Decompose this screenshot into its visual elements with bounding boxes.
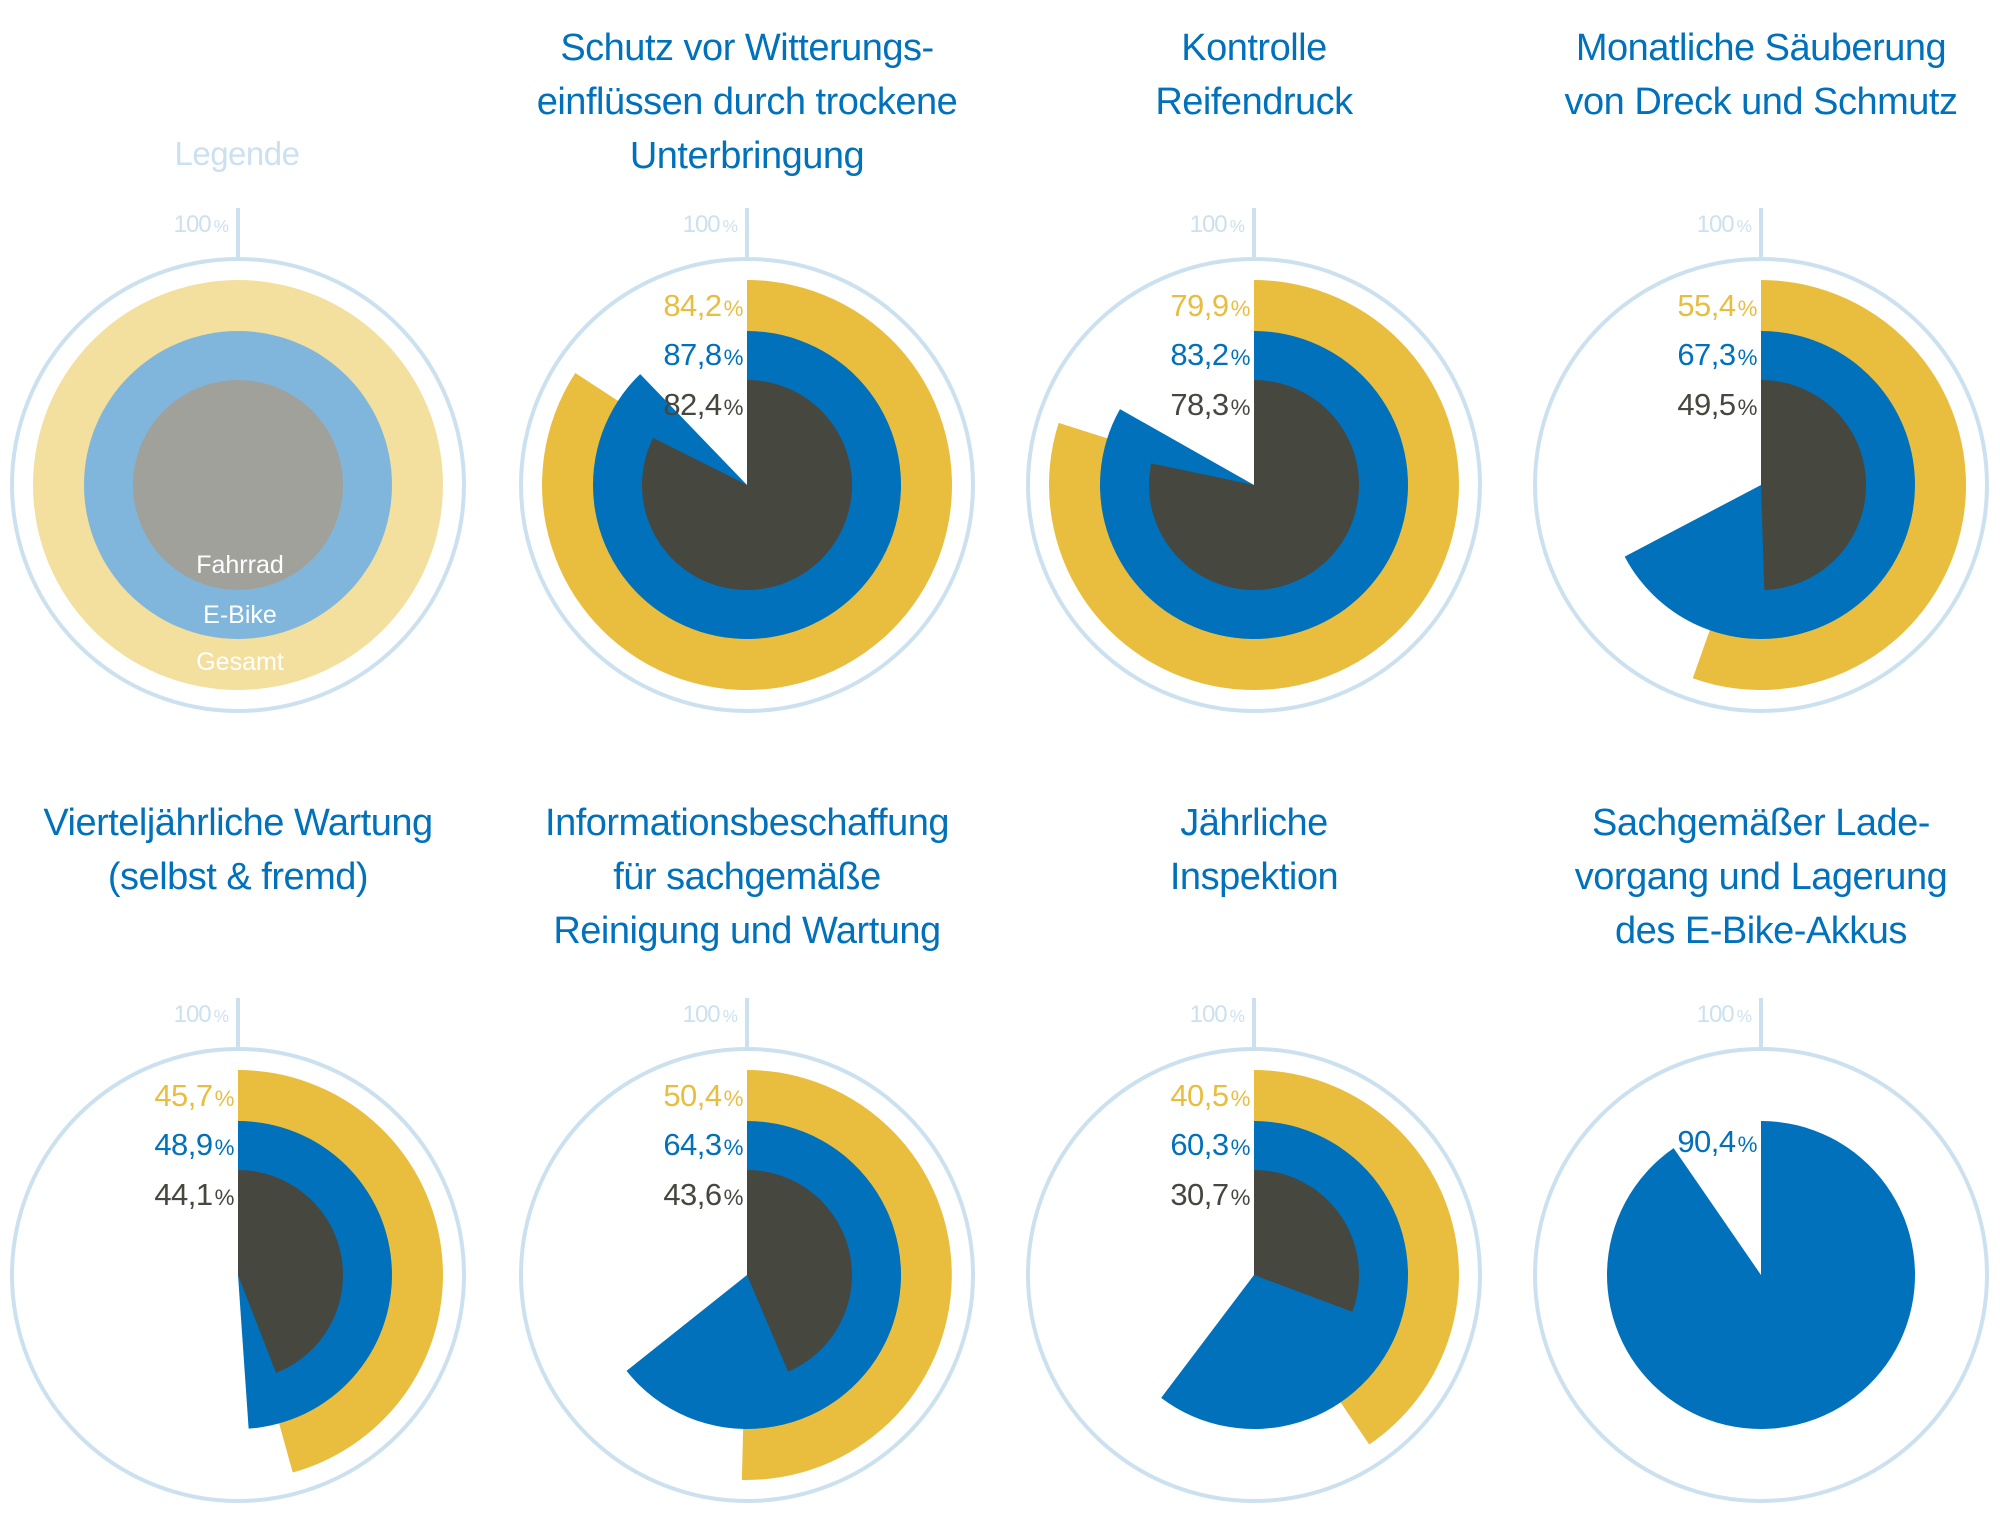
value-label-fahrrad: 49,5% — [1677, 387, 1757, 422]
value-label-ebike: 83,2% — [1170, 337, 1250, 372]
value-label-fahrrad: 82,4% — [663, 387, 743, 422]
chart-title-line: Schutz vor Witterungs- — [560, 27, 933, 69]
radial-chart: Schutz vor Witterungs-einflüssen durch t… — [519, 27, 975, 713]
chart-title-line: Vierteljährliche Wartung — [43, 802, 432, 844]
sector-fahrrad — [238, 1170, 344, 1373]
sector-fahrrad — [1761, 379, 1867, 590]
legend-label-fahrrad: Fahrrad — [196, 551, 284, 579]
radial-chart: Sachgemäßer Lade-vorgang und Lagerung des… — [1533, 802, 1989, 1503]
value-label-gesamt: 84,2% — [663, 288, 743, 323]
legend-scale-label: 100% — [174, 211, 229, 238]
value-label-ebike: 87,8% — [663, 337, 743, 372]
chart-title-line: Monatliche Säuberung — [1576, 27, 1946, 69]
chart-title-line: Inspektion — [1170, 856, 1338, 898]
radial-chart: Kontrolle Reifendruck 100 % 79,9% 83,2% 78,3% — [1026, 27, 1482, 713]
outline-circle — [1533, 1047, 1989, 1503]
scale-max-label: 100% — [1697, 1001, 1752, 1028]
chart-title-line: des E-Bike-Akkus — [1615, 910, 1907, 952]
scale-max-label: 100% — [683, 211, 738, 238]
legend-label-gesamt: Gesamt — [196, 648, 284, 676]
chart-title-line: von Dreck und Schmutz — [1565, 81, 1958, 123]
legend-panel: Legende 100% Fahrrad E-Bike Gesamt — [10, 135, 466, 713]
scale-max-label: 100% — [683, 1001, 738, 1028]
value-label-fahrrad: 78,3% — [1170, 387, 1250, 422]
radial-chart: Vierteljährliche Wartung (selbst & fremd)… — [10, 802, 466, 1503]
value-label-ebike: 60,3% — [1170, 1127, 1250, 1162]
value-label-ebike: 67,3% — [1677, 337, 1757, 372]
radial-chart: Monatliche Säuberung von Dreck und Schmut… — [1533, 27, 1989, 713]
charts-layer: Schutz vor Witterungs-einflüssen durch t… — [10, 27, 1989, 1503]
chart-title-line: Reifendruck — [1155, 81, 1354, 123]
outline-circle — [1533, 257, 1989, 713]
legend-label-ebike: E-Bike — [203, 601, 277, 629]
outline-circle — [1026, 257, 1482, 713]
value-label-ebike: 64,3% — [663, 1127, 743, 1162]
legend-outline-circle — [10, 257, 466, 713]
outline-circle — [10, 1047, 466, 1503]
value-label-gesamt: 45,7% — [154, 1078, 234, 1113]
sector-fahrrad — [1254, 1170, 1360, 1312]
value-label-gesamt: 55,4% — [1677, 288, 1757, 323]
scale-max-label: 100% — [174, 1001, 229, 1028]
value-label-ebike: 48,9% — [154, 1127, 234, 1162]
chart-title-line: Unterbringung — [630, 135, 864, 177]
scale-max-label: 100% — [1697, 211, 1752, 238]
outline-circle — [1026, 1047, 1482, 1503]
radial-chart: Jährliche Inspektion 100 % 40,5% 60,3% 30,7% — [1026, 802, 1482, 1503]
value-label-fahrrad: 30,7% — [1170, 1177, 1250, 1212]
scale-max-label: 100% — [1190, 211, 1245, 238]
chart-title-line: vorgang und Lagerung — [1575, 856, 1947, 898]
sector-fahrrad — [642, 380, 853, 590]
outline-circle — [519, 257, 975, 713]
legend-title: Legende — [175, 135, 300, 172]
chart-title-line: Informationsbeschaffung — [545, 802, 949, 844]
chart-title-line: Kontrolle — [1181, 27, 1326, 69]
chart-title-line: (selbst & fremd) — [108, 856, 368, 898]
scale-max-label: 100% — [1190, 1001, 1245, 1028]
sector-fahrrad — [1149, 380, 1360, 590]
value-label-fahrrad: 44,1% — [154, 1177, 234, 1212]
legend-swatch-fahrrad — [133, 380, 343, 590]
radial-chart: Informationsbeschaffung für sachgemäße Rei… — [519, 802, 975, 1503]
chart-title-line: Jährliche — [1180, 802, 1328, 844]
chart-title-line: einflüssen durch trockene — [537, 81, 958, 123]
sector-ebike — [1607, 1121, 1916, 1430]
chart-title-line: Reinigung und Wartung — [553, 910, 940, 952]
value-label-gesamt: 40,5% — [1170, 1078, 1250, 1113]
value-label-gesamt: 50,4% — [663, 1078, 743, 1113]
chart-title-line: für sachgemäße — [613, 856, 881, 898]
value-label-fahrrad: 43,6% — [663, 1177, 743, 1212]
value-label-ebike: 90,4% — [1677, 1124, 1757, 1159]
chart-title-line: Sachgemäßer Lade- — [1592, 802, 1930, 844]
outline-circle — [519, 1047, 975, 1503]
sector-fahrrad — [747, 1170, 852, 1372]
value-label-gesamt: 79,9% — [1170, 288, 1250, 323]
